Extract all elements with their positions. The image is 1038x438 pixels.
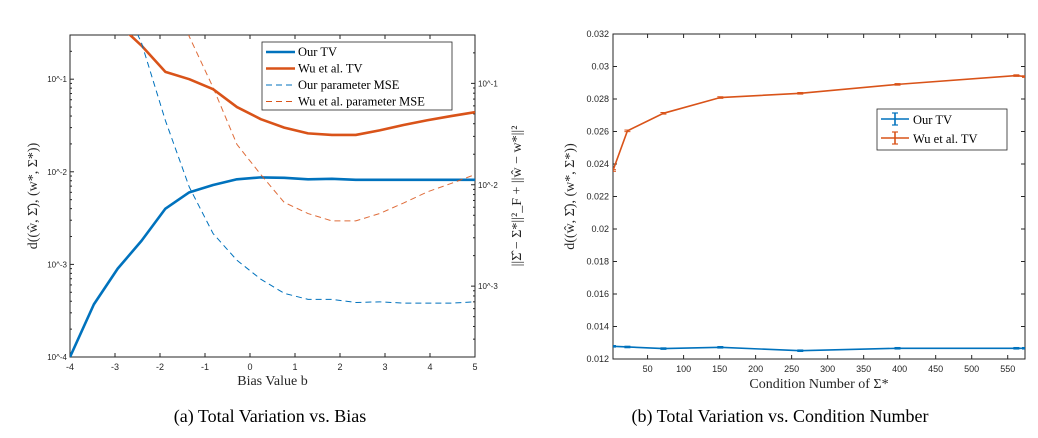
caption-b: (b) Total Variation vs. Condition Number: [631, 406, 929, 426]
chart-b: 50 100 150 200 250 300 350 400 450 500 550 0.012 0.0…: [563, 29, 1026, 392]
y-right-axis-label: ||Σ̂ − Σ*||²_F + ||ŵ − w*||²: [510, 126, 525, 267]
y-tick-label: 0.022: [586, 192, 609, 202]
legend-label: Wu et al. parameter MSE: [298, 95, 425, 109]
y-tick-label: 0.018: [586, 257, 609, 267]
y-right-tick-label: 10^-1: [478, 79, 498, 88]
x-axis-label: Condition Number of Σ*: [749, 377, 888, 392]
y-tick-label: 0.016: [586, 289, 609, 299]
y-tick-label: 0.028: [586, 94, 609, 104]
plot-area-b: [612, 33, 1026, 360]
y-tick-label: 0.03: [591, 62, 609, 72]
legend-label: Our parameter MSE: [298, 78, 400, 92]
caption-a: (a) Total Variation vs. Bias: [173, 406, 367, 426]
series-line-our-tv: [70, 176, 475, 357]
series-line-wu-et-al-tv: [128, 35, 475, 137]
chart-a: -4 -3 -2 -1 0 1 2 3 4 5 10^-4 10^-3 10^-2 10^-1 10^-3 1…: [26, 34, 525, 389]
x-tick-label: 5: [472, 362, 477, 372]
x-tick-label: 500: [964, 364, 979, 374]
legend-label: Wu et al. TV: [913, 132, 978, 146]
y-right-tick-label: 10^-2: [478, 181, 498, 190]
y-tick-label: 10^-4: [47, 353, 67, 362]
legend-label: Our TV: [913, 113, 952, 127]
legend-label: Our TV: [298, 45, 337, 59]
y-tick-label: 0.02: [591, 224, 609, 234]
x-tick-label: 100: [676, 364, 691, 374]
y-axis-label: d((ŵ, Σ̂), (w*, Σ*)): [563, 143, 578, 250]
x-tick-label: -3: [111, 362, 119, 372]
legend-box: [261, 41, 453, 111]
y-tick-label: 0.014: [586, 322, 609, 332]
legend-label: Wu et al. TV: [298, 62, 363, 76]
x-tick-label: 150: [712, 364, 727, 374]
x-tick-label: 3: [382, 362, 387, 372]
series-group-b: [613, 74, 1025, 353]
x-tick-label: 550: [1000, 364, 1015, 374]
series-line-our-parameter-mse: [137, 35, 475, 304]
x-tick-label: 2: [337, 362, 342, 372]
y-right-tick-label: 10^-3: [478, 282, 498, 291]
y-tick-label: 0.012: [586, 354, 609, 364]
x-tick-label: -2: [156, 362, 164, 372]
legend-a: Our TV Wu et al. TV Our parameter MSE Wu et…: [261, 41, 453, 111]
series-group-a: [70, 35, 475, 357]
y-tick-label: 0.032: [586, 29, 609, 39]
y-tick-label: 0.026: [586, 127, 609, 137]
y-tick-label: 0.024: [586, 159, 609, 169]
x-tick-label: -1: [201, 362, 209, 372]
x-tick-label: 200: [748, 364, 763, 374]
legend-b: Our TV Wu et al. TV: [876, 108, 1008, 151]
x-tick-label: 450: [928, 364, 943, 374]
x-tick-label: 250: [784, 364, 799, 374]
x-tick-label: -4: [66, 362, 74, 372]
x-tick-label: 1: [292, 362, 297, 372]
series-line-our-tv: [613, 345, 1025, 352]
x-tick-label: 4: [427, 362, 432, 372]
x-tick-label: 0: [247, 362, 252, 372]
x-tick-label: 50: [643, 364, 653, 374]
x-axis-label: Bias Value b: [237, 374, 308, 389]
legend-box: [876, 108, 1008, 151]
x-tick-label: 300: [820, 364, 835, 374]
y-tick-label: 10^-1: [47, 75, 67, 84]
x-tick-label: 350: [856, 364, 871, 374]
series-line-wu-et-al-tv: [613, 74, 1025, 171]
x-tick-label: 400: [892, 364, 907, 374]
y-axis-label: d((ŵ, Σ̂), (w*, Σ*)): [26, 142, 41, 249]
y-tick-label: 10^-2: [47, 168, 67, 177]
y-tick-label: 10^-3: [47, 260, 67, 269]
